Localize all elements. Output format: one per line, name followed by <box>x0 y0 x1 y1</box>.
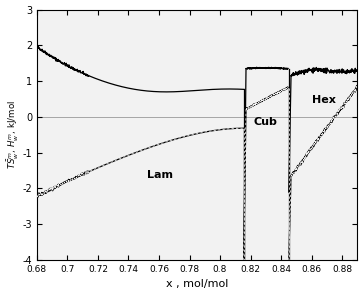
Y-axis label: $T\bar{S}^{m}_{w}$, $H^{m}_{w}$, kJ/mol: $T\bar{S}^{m}_{w}$, $H^{m}_{w}$, kJ/mol <box>5 100 21 169</box>
Text: Lam: Lam <box>147 171 173 181</box>
X-axis label: x , mol/mol: x , mol/mol <box>166 279 228 289</box>
Text: Cub: Cub <box>254 117 278 127</box>
Text: Hex: Hex <box>312 95 335 105</box>
